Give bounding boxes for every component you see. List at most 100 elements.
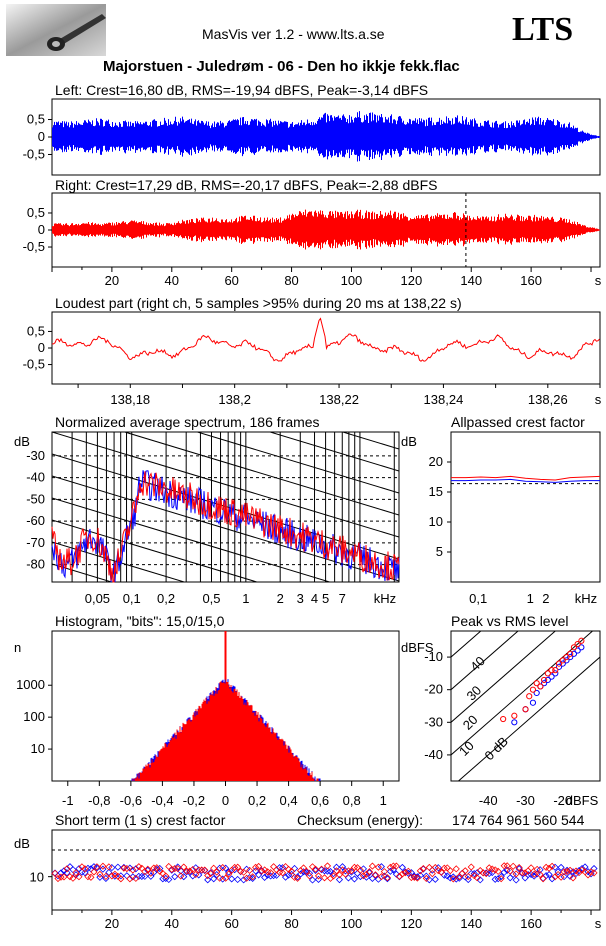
peakrms-diagonal-label: 20 <box>460 712 481 733</box>
left-channel-ytick-label: 0,5 <box>27 112 45 127</box>
spectrum-ytick-label: -40 <box>26 470 45 485</box>
shortcrest-point-right <box>192 870 200 879</box>
shortcrest-point-left <box>210 875 218 883</box>
left-channel-waveform-left <box>52 111 600 162</box>
shortcrest-point-left <box>141 872 149 880</box>
shortcrest-point-left <box>584 868 592 876</box>
loudest-ytick-label: -0,5 <box>23 357 45 372</box>
shortcrest-point-left <box>452 875 460 883</box>
shortcrest-point-left <box>102 874 110 883</box>
shortcrest-point-right <box>195 866 203 874</box>
left-channel-ytick-label: 0 <box>38 129 45 144</box>
shortcrest-point-right <box>267 869 275 877</box>
peakrms-point-left <box>567 653 574 661</box>
shortcrest-point-left <box>285 871 293 879</box>
shortcrest-point-left <box>398 863 406 872</box>
shortcrest-point-right <box>60 873 68 881</box>
shortcrest-point-right <box>69 874 77 882</box>
shortcrest-point-right <box>78 863 86 871</box>
peakrms-point-right <box>548 667 555 674</box>
shortcrest-point-right <box>273 866 281 874</box>
shortcrest-point-right <box>270 863 278 871</box>
histogram-xtick-label: -1 <box>62 793 74 808</box>
shortcrest-point-right <box>99 862 107 870</box>
shortcrest-point-right <box>177 872 185 880</box>
shortcrest-ylabel: dB <box>14 836 30 851</box>
spectrum-slope-line <box>52 278 399 383</box>
histogram-xtick-label: 0,2 <box>248 793 266 808</box>
peakrms-ytick-label: -20 <box>424 682 443 697</box>
shortcrest-frame <box>51 829 601 911</box>
shortcrest-point-left <box>267 872 275 880</box>
shortcrest-point-right <box>320 874 329 882</box>
allpass-ytick-label: 5 <box>436 544 443 559</box>
shortcrest-point-left <box>255 871 263 879</box>
shortcrest-point-left <box>371 871 379 880</box>
right-channel-xtick-label: 40 <box>165 273 179 288</box>
shortcrest-point-right <box>545 864 553 872</box>
histogram-xtick-label: -0,6 <box>120 793 142 808</box>
spectrum-ytick-label: -80 <box>26 557 45 572</box>
shortcrest-point-right <box>365 868 373 876</box>
peakrms-xlabel: dBFS <box>566 793 599 808</box>
shortcrest-point-left <box>138 872 146 881</box>
shortcrest-point-right <box>422 874 430 882</box>
shortcrest-point-right <box>377 873 385 881</box>
shortcrest-ytick-label: 10 <box>30 870 44 885</box>
allpass-ytick-label: 10 <box>429 514 443 529</box>
shortcrest-point-right <box>111 870 119 878</box>
spectrum-slope-line <box>52 432 399 516</box>
shortcrest-point-right <box>401 869 409 877</box>
shortcrest-point-left <box>320 867 329 875</box>
shortcrest-point-right <box>135 863 143 871</box>
shortcrest-xtick-label: 100 <box>341 916 363 931</box>
shortcrest-xtick-label: 60 <box>224 916 238 931</box>
peakrms-point-right <box>511 712 518 719</box>
shortcrest-point-right <box>578 866 586 874</box>
shortcrest-point-right <box>548 862 556 870</box>
loudest-ytick-label: 0 <box>38 340 45 355</box>
shortcrest-point-left <box>524 871 532 879</box>
shortcrest-point-right <box>368 862 376 870</box>
peakrms-diagonal <box>451 631 519 691</box>
allpass-xtick-label: 1 <box>527 591 534 606</box>
spectrum-xtick-label: 0,5 <box>202 591 220 606</box>
peakrms-point-right <box>559 657 566 664</box>
shortcrest-point-right <box>371 871 379 879</box>
right-channel-ytick-label: -0,5 <box>23 239 45 254</box>
shortcrest-point-right <box>530 870 538 878</box>
logo-text: LTS <box>512 11 574 48</box>
shortcrest-point-right <box>434 867 442 875</box>
shortcrest-point-right <box>560 868 568 876</box>
shortcrest-point-right <box>428 870 436 878</box>
spectrum-slope-line <box>52 541 399 582</box>
shortcrest-point-left <box>347 868 356 876</box>
spectrum-slope-line <box>52 432 399 538</box>
shortcrest-point-right <box>72 869 80 877</box>
shortcrest-point-right <box>204 871 212 880</box>
shortcrest-point-right <box>216 874 224 882</box>
shortcrest-point-left <box>308 876 317 884</box>
shortcrest-point-left <box>566 872 574 880</box>
histogram-xtick-label: 0 <box>222 793 229 808</box>
shortcrest-point-right <box>90 868 98 876</box>
shortcrest-point-left <box>527 870 535 879</box>
spectrum-slope-line <box>52 475 399 582</box>
shortcrest-point-right <box>440 864 448 872</box>
shortcrest-point-right <box>536 870 544 879</box>
shortcrest-point-left <box>114 863 122 871</box>
spectrum-xtick-label: 7 <box>339 591 346 606</box>
shortcrest-point-right <box>311 865 320 873</box>
loudest-xtick-label: 138,24 <box>424 392 464 407</box>
left-panel-title: Left: Crest=16,80 dB, RMS=-19,94 dBFS, P… <box>55 82 429 98</box>
spectrum-ytick-label: -60 <box>26 513 45 528</box>
loudest-xunit: s <box>595 392 602 407</box>
shortcrest-point-right <box>180 863 188 871</box>
shortcrest-point-right <box>231 863 239 872</box>
right-channel-ytick-label: 0 <box>38 222 45 237</box>
shortcrest-point-right <box>87 873 95 881</box>
shortcrest-point-right <box>449 875 457 883</box>
shortcrest-point-right <box>249 873 257 881</box>
shortcrest-point-left <box>243 865 251 873</box>
